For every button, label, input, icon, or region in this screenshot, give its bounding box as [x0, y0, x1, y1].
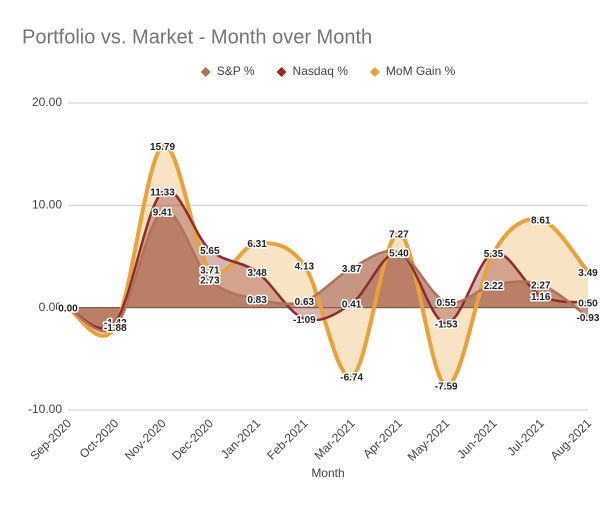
- legend-marker: [200, 67, 211, 77]
- chart-title: Portfolio vs. Market - Month over Month: [22, 26, 372, 48]
- x-tick-label: Jul-2021: [504, 416, 547, 459]
- legend-label: S&P %: [217, 64, 255, 78]
- data-label: 0.41: [342, 299, 362, 310]
- data-label: 0.63: [295, 297, 315, 308]
- data-label: 2.73: [200, 276, 220, 287]
- data-label: -0.93: [577, 313, 600, 324]
- x-tick-label: Jan-2021: [218, 416, 264, 462]
- y-tick-label: 10.00: [32, 198, 62, 212]
- data-label: 1.16: [531, 292, 551, 303]
- y-tick-label: -10.00: [28, 402, 62, 416]
- data-label: 15.79: [150, 142, 175, 153]
- data-label: 6.31: [247, 239, 267, 250]
- series-line: [67, 209, 589, 333]
- legend-label: Nasdaq %: [293, 64, 349, 78]
- x-tick-label: Dec-2020: [169, 416, 216, 463]
- data-label: 0.00: [58, 304, 78, 315]
- data-label: -1.88: [104, 323, 127, 334]
- data-label: 5.65: [200, 246, 220, 257]
- data-label: 0.00: [58, 304, 78, 315]
- series-line: [66, 144, 590, 388]
- data-label: 0.00: [58, 304, 78, 315]
- data-label: 8.61: [531, 216, 551, 227]
- data-label: -1.88: [104, 323, 127, 334]
- data-label: 7.27: [389, 229, 409, 240]
- data-label: 0.55: [436, 298, 456, 309]
- data-label: 3.87: [342, 264, 362, 275]
- data-label: 3.48: [247, 268, 267, 279]
- y-tick-label: 20.00: [32, 95, 62, 109]
- legend-marker: [276, 67, 287, 77]
- data-label: 2.27: [531, 280, 551, 291]
- x-tick-label: Oct-2020: [77, 416, 122, 461]
- series-area: [68, 210, 588, 332]
- data-label: -6.74: [340, 373, 363, 384]
- data-label: -1.42: [104, 318, 127, 329]
- x-tick-label: May-2021: [405, 416, 453, 464]
- x-tick-label: Feb-2021: [264, 416, 310, 462]
- data-label: 2.22: [484, 281, 504, 292]
- data-label: -1.09: [293, 315, 316, 326]
- data-label: 0.50: [578, 299, 598, 310]
- x-tick-label: Jun-2021: [454, 416, 500, 462]
- data-label: 4.13: [295, 261, 315, 272]
- x-axis-title: Month: [311, 466, 344, 480]
- legend-label: MoM Gain %: [386, 64, 456, 78]
- x-tick-label: Apr-2021: [360, 416, 405, 461]
- data-label: 5.35: [484, 249, 504, 260]
- series-area: [68, 145, 588, 386]
- series-line: [67, 188, 589, 330]
- data-label: 3.49: [578, 268, 598, 279]
- legend-marker: [369, 67, 380, 77]
- data-label: 5.40: [389, 248, 409, 259]
- x-tick-label: Nov-2020: [122, 416, 169, 463]
- x-tick-label: Sep-2020: [27, 416, 74, 463]
- data-label: 3.71: [200, 266, 220, 277]
- y-tick-label: 0.00: [39, 300, 63, 314]
- data-label: 11.33: [150, 188, 175, 199]
- data-label: 5.35: [484, 249, 504, 260]
- x-tick-label: Mar-2021: [312, 416, 358, 462]
- data-label: 0.83: [247, 295, 267, 306]
- data-label: -1.53: [435, 319, 458, 330]
- x-tick-label: Aug-2021: [547, 416, 594, 463]
- data-label: 5.40: [389, 248, 409, 259]
- data-label: 9.41: [153, 207, 173, 218]
- data-label: -7.59: [435, 381, 458, 392]
